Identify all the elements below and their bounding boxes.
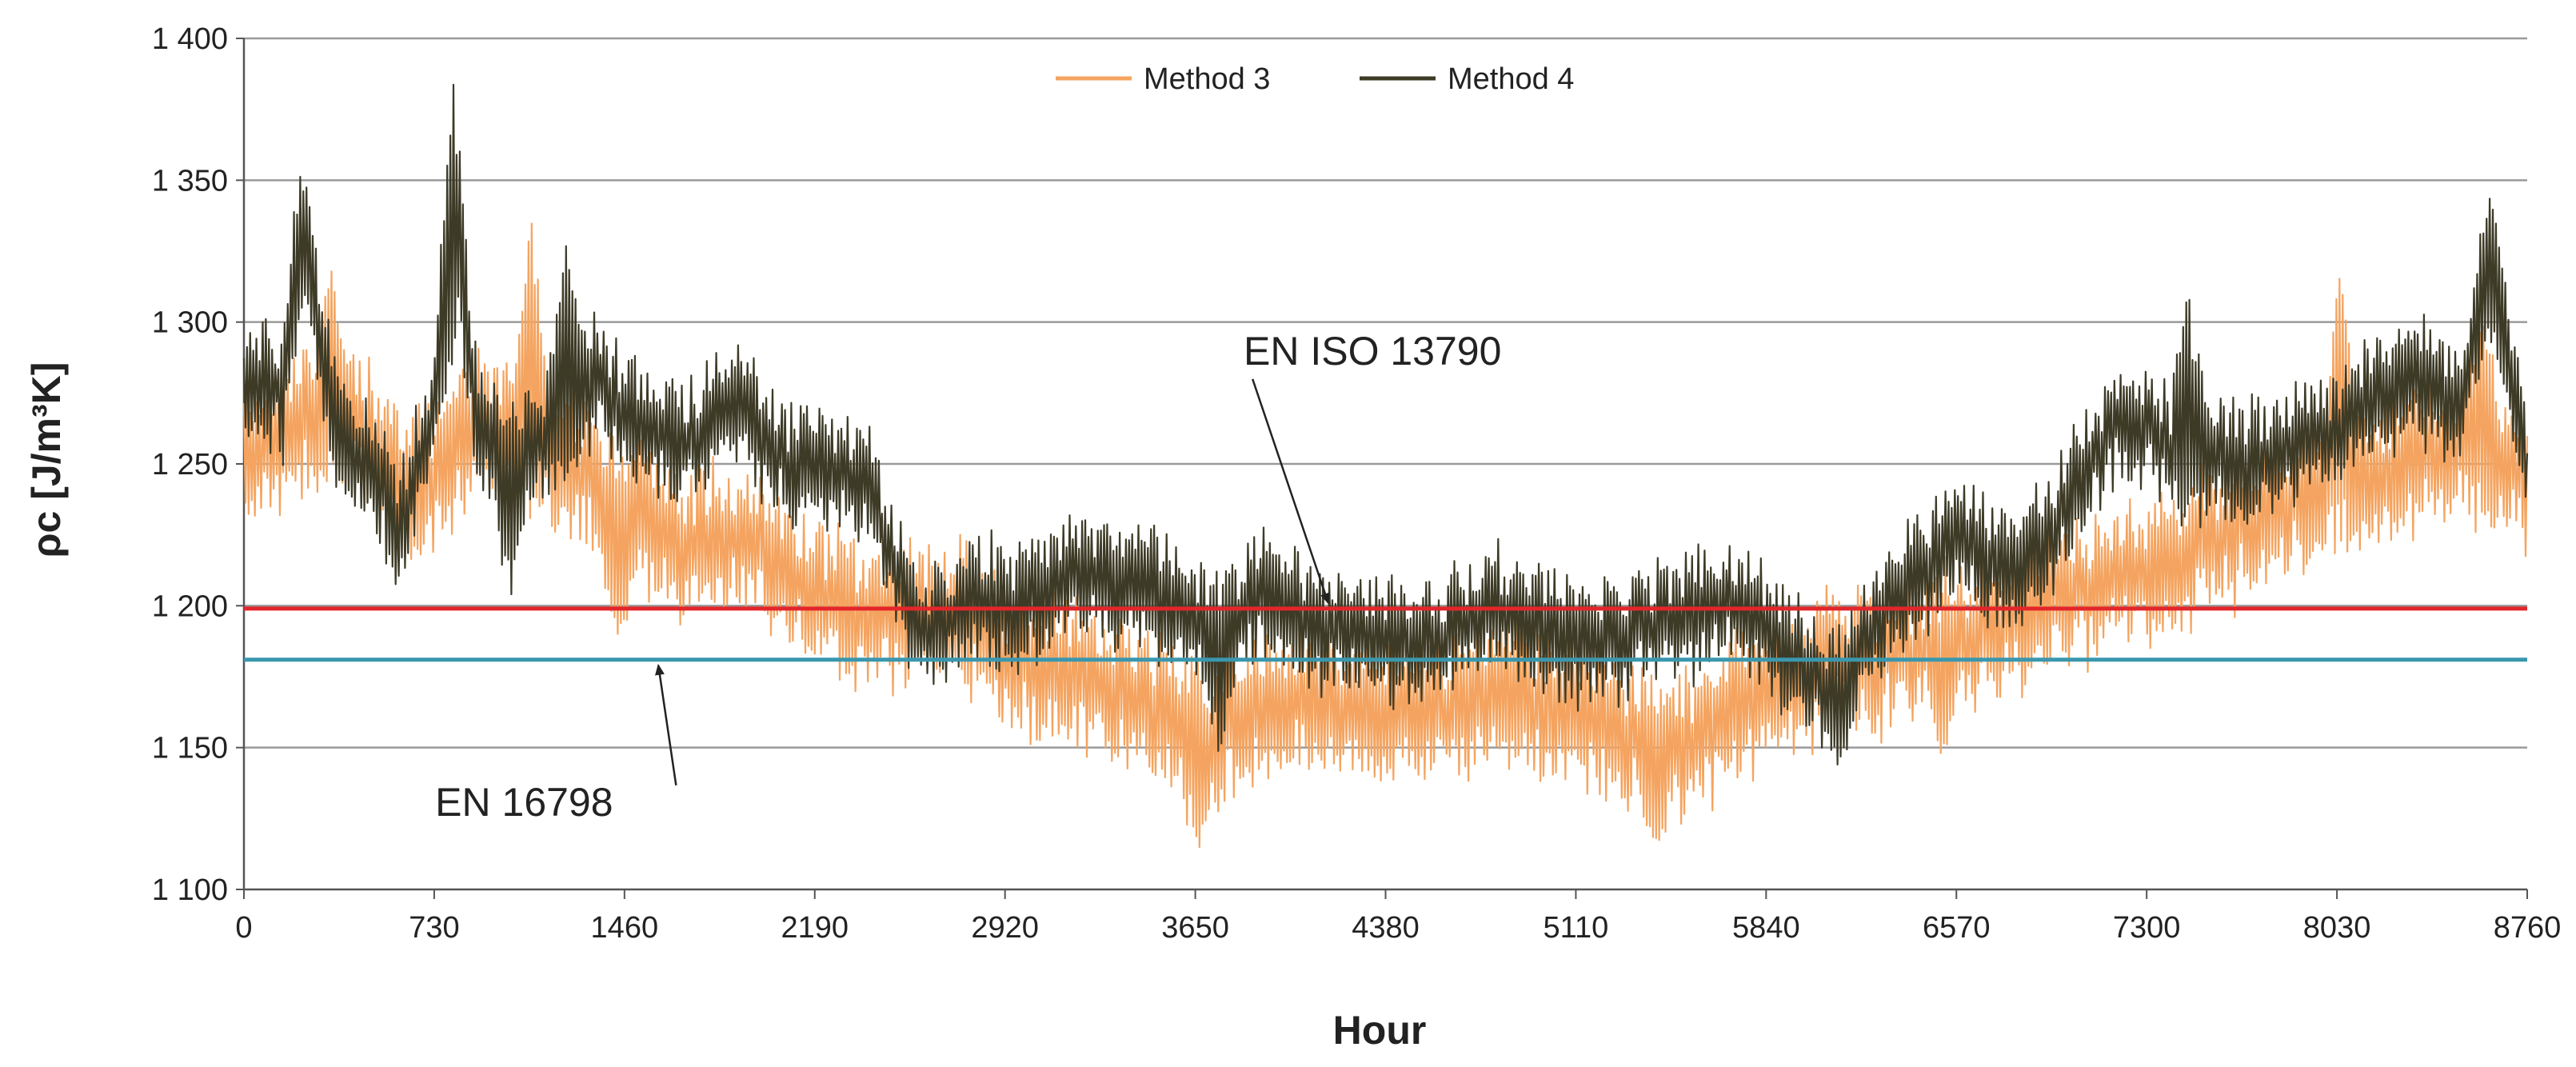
series-line (242, 83, 2529, 765)
annotation-arrow (1252, 378, 1330, 605)
x-tick-label: 2190 (781, 911, 849, 945)
x-tick-label: 1460 (591, 911, 659, 945)
annotations: EN ISO 13790 EN 16798 (435, 329, 1501, 825)
x-tick-label: 0 (235, 911, 252, 945)
x-tick-label: 5110 (1544, 911, 1609, 945)
annotation-label: EN ISO 13790 (1244, 329, 1501, 374)
legend: Method 3 Method 4 (1056, 62, 1574, 96)
x-tick-label: 4380 (1352, 911, 1420, 945)
x-tick-label: 2920 (971, 911, 1039, 945)
x-axis-title: Hour (1333, 1008, 1427, 1053)
x-tick-label: 7300 (2113, 911, 2181, 945)
y-tick-label: 1 150 (152, 732, 228, 765)
annotation-arrow (655, 663, 677, 785)
series-lines (242, 83, 2529, 849)
y-tick-label: 1 300 (152, 306, 228, 340)
y-tick-label: 1 400 (152, 22, 228, 56)
y-tick-label: 1 350 (152, 164, 228, 198)
tick-labels: 1 100 1 150 1 200 1 250 1 300 1 350 1 400 0 730 1… (152, 22, 2561, 945)
x-tick-label: 6570 (1923, 911, 1991, 945)
legend-label: Method 4 (1448, 62, 1574, 96)
x-tick-label: 5840 (1732, 911, 1800, 945)
y-tick-label: 1 250 (152, 448, 228, 482)
y-tick-label: 1 200 (152, 589, 228, 623)
y-axis-title: ρc [J/m³K] (24, 362, 69, 558)
series-line (242, 222, 2529, 849)
x-tick-label: 8030 (2303, 911, 2371, 945)
axes (236, 38, 2528, 899)
x-tick-label: 730 (409, 911, 459, 945)
annotation-label: EN 16798 (435, 780, 613, 825)
x-tick-label: 8760 (2494, 911, 2562, 945)
x-tick-label: 3650 (1161, 911, 1229, 945)
legend-label: Method 3 (1144, 62, 1270, 96)
y-tick-label: 1 100 (152, 873, 228, 907)
